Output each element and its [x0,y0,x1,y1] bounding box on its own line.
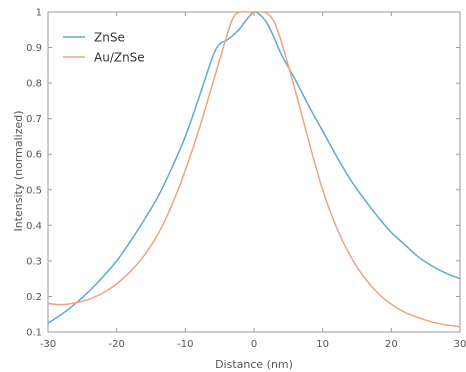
x-tick-label: 20 [385,339,398,350]
x-tick-label: -10 [177,339,193,350]
y-tick-label: 0.7 [26,114,42,125]
legend-entry: Au/ZnSe [94,51,145,65]
x-tick-label: -20 [108,339,124,350]
x-tick-label: 0 [251,339,257,350]
x-axis-ticks: -30 -20 -10 0 10 20 30 [40,12,466,350]
y-tick-label: 0.1 [26,328,42,339]
y-tick-label: 0.6 [26,150,42,161]
y-tick-label: 0.9 [26,43,42,54]
y-tick-label: 0.2 [26,292,42,303]
x-tick-label: 10 [316,339,329,350]
series-line-1 [47,10,461,328]
x-tick-label: 30 [454,339,466,350]
y-tick-label: 1 [36,8,42,19]
y-axis-ticks: 0.1 0.2 0.3 0.4 0.5 0.6 0.7 0.8 0.9 1 [26,8,460,339]
x-tick-label: -30 [40,339,56,350]
series-line-0 [47,11,461,324]
y-tick-label: 0.8 [26,79,42,90]
series-lines [47,10,461,328]
legend-entry: ZnSe [94,31,125,45]
y-axis-label: Intensity (normalized) [12,110,25,231]
legend: ZnSe Au/ZnSe [63,31,145,65]
y-tick-label: 0.5 [26,185,42,196]
y-tick-label: 0.3 [26,256,42,267]
x-axis-label: Distance (nm) [215,358,293,371]
y-tick-label: 0.4 [26,221,42,232]
